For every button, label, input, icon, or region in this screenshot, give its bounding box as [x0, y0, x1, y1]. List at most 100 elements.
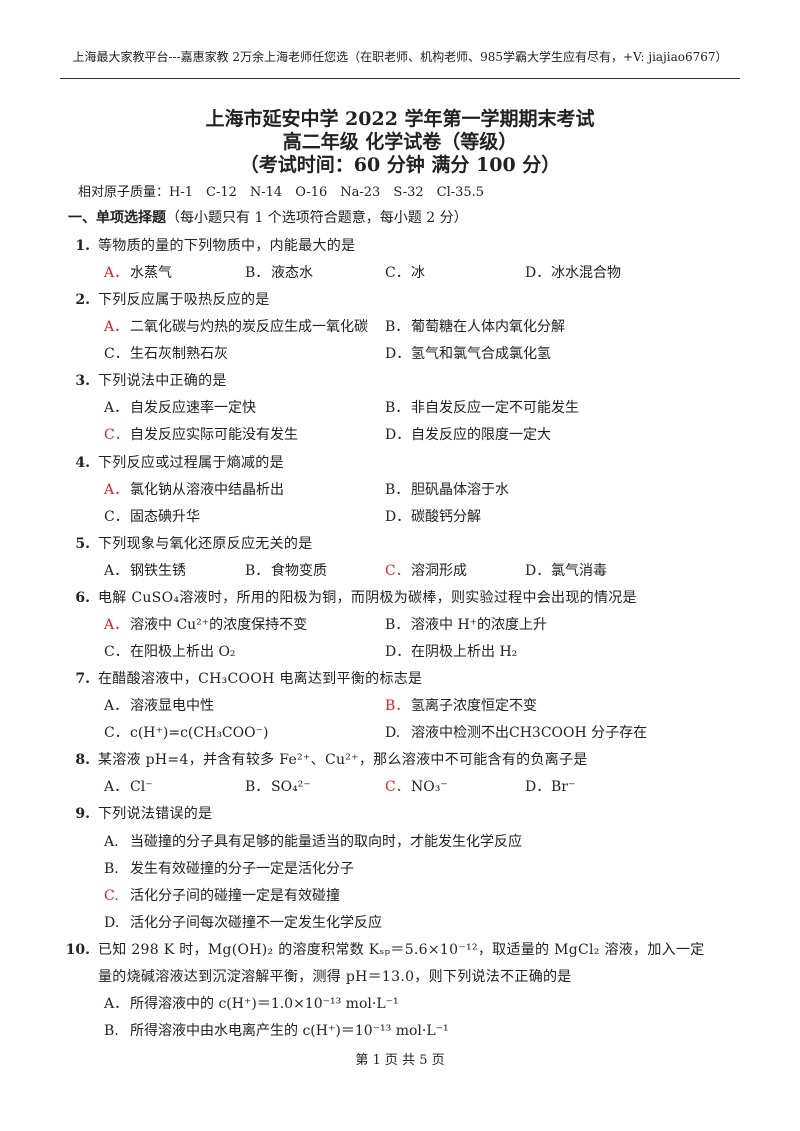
option-label: D．	[525, 779, 551, 796]
option-label: B．	[385, 319, 410, 336]
option-label: C．	[104, 427, 129, 444]
question-stem: 在醋酸溶液中，CH₃COOH 电离达到平衡的标志是	[98, 671, 423, 688]
option-label: B．	[385, 400, 410, 417]
section: 一、单项选择题（每小题只有 1 个选项符合题意，每小题 2 分）	[68, 207, 468, 227]
question-number: 2.	[75, 292, 90, 309]
option-label: D.	[385, 725, 401, 742]
option-text: 所得溶液中的 c(H⁺)＝1.0×10⁻¹³ mol·L⁻¹	[130, 995, 399, 1012]
option-text: c(H⁺)=c(CH₃COO⁻)	[130, 725, 269, 742]
question-stem: 某溶液 pH=4，并含有较多 Fe²⁺、Cu²⁺，那么溶液中不可能含有的负离子是	[98, 752, 588, 769]
option-label: C．	[385, 779, 410, 796]
question-stem: 下列说法错误的是	[98, 806, 213, 823]
option-label: B．	[385, 698, 410, 715]
question-stem: 电解 CuSO₄溶液时，所用的阳极为铜，而阴极为碳棒，则实验过程中会出现的情况是	[98, 589, 637, 606]
option-text: 自发反应速率一定快	[130, 400, 256, 417]
option-text: 当碰撞的分子具有足够的能量适当的取向时，才能发生化学反应	[130, 833, 522, 850]
question-number: 8.	[75, 752, 90, 769]
option-text: 氯气消毒	[551, 562, 607, 579]
option-label: D.	[104, 914, 120, 931]
option-text: 液态水	[271, 265, 313, 282]
option-label: B.	[104, 860, 119, 877]
option-label: A．	[104, 319, 129, 336]
section-heading: 一、单项选择题	[68, 210, 166, 226]
option-label: C．	[104, 725, 129, 742]
option-text: 溶液中 Cu²⁺的浓度保持不变	[130, 616, 308, 633]
option-text: SO₄²⁻	[271, 779, 311, 796]
question-number: 1.	[75, 238, 90, 254]
option-text: 钢铁生锈	[130, 562, 186, 579]
option-text: 冰水混合物	[551, 265, 621, 282]
question-number: 7.	[75, 671, 90, 688]
section-note: （每小题只有 1 个选项符合题意，每小题 2 分）	[166, 210, 468, 226]
option-text: 胆矾晶体溶于水	[411, 481, 509, 498]
option-label: C.	[104, 887, 119, 904]
question-number: 6.	[75, 589, 90, 606]
option-text: 水蒸气	[130, 265, 172, 282]
option-text: 食物变质	[271, 562, 327, 579]
option-text: 自发反应的限度一定大	[411, 427, 551, 444]
option-text: 自发反应实际可能没有发生	[130, 427, 298, 444]
option-text: 氢离子浓度恒定不变	[411, 698, 537, 715]
option-text: Cl⁻	[130, 779, 153, 796]
option-label: A．	[104, 265, 129, 282]
question-stem: 等物质的量的下列物质中，内能最大的是	[98, 238, 356, 254]
option-label: C．	[104, 508, 129, 525]
option-label: D．	[525, 265, 551, 282]
option-text: 发生有效碰撞的分子一定是活化分子	[130, 860, 354, 877]
option-text: 固态碘升华	[130, 508, 200, 525]
option-label: D．	[385, 427, 411, 444]
option-label: B．	[245, 265, 270, 282]
question-stem: 下列说法中正确的是	[98, 373, 227, 390]
option-text: 在阴极上析出 H₂	[411, 644, 518, 661]
title: 上海市延安中学 2022 学年第一学期期末考试	[205, 108, 595, 130]
option-label: A．	[104, 995, 129, 1012]
question-number: 10.	[65, 941, 90, 958]
option-text: 二氧化碳与灼热的炭反应生成一氧化碳	[130, 319, 368, 336]
option-text: 生石灰制熟石灰	[130, 346, 228, 363]
option-text: Br⁻	[551, 779, 576, 796]
option-label: C．	[104, 644, 129, 661]
option-text: 非自发反应一定不可能发生	[411, 400, 579, 417]
option-label: A．	[104, 562, 129, 579]
option-label: B.	[104, 1023, 119, 1040]
title: （考试时间：60 分钟 满分 100 分）	[239, 154, 561, 176]
question-stem: 下列反应属于吸热反应的是	[98, 292, 270, 309]
option-label: B．	[385, 481, 410, 498]
option-text: 所得溶液中由水电离产生的 c(H⁺)＝10⁻¹³ mol·L⁻¹	[130, 1023, 449, 1040]
option-label: D．	[385, 644, 411, 661]
question-number: 4.	[75, 454, 90, 471]
question-stem: 下列反应或过程属于熵减的是	[98, 454, 284, 471]
page-footer: 第 1 页 共 5 页	[355, 1053, 445, 1068]
option-text: 溶液中 H⁺的浓度上升	[411, 616, 548, 633]
question-number: 3.	[75, 373, 90, 390]
option-label: C．	[104, 346, 129, 363]
option-text: 葡萄糖在人体内氧化分解	[411, 319, 565, 336]
option-text: 冰	[411, 265, 425, 282]
option-label: B．	[385, 616, 410, 633]
option-label: D．	[385, 508, 411, 525]
option-label: A.	[104, 833, 119, 850]
header-note: 上海最大家教平台---嘉惠家教 2万余上海老师任您选（在职老师、机构老师、985…	[72, 50, 728, 64]
option-label: C．	[385, 265, 410, 282]
option-label: A．	[104, 481, 129, 498]
option-text: 溶液中检测不出CH3COOH 分子存在	[411, 725, 648, 742]
option-text: 活化分子间每次碰撞不一定发生化学反应	[130, 914, 382, 931]
question-number: 5.	[75, 535, 90, 552]
option-label: D．	[385, 346, 411, 363]
option-text: 氯化钠从溶液中结晶析出	[130, 481, 284, 498]
question-stem: 下列现象与氧化还原反应无关的是	[98, 535, 313, 552]
option-text: 活化分子间的碰撞一定是有效碰撞	[130, 887, 340, 904]
option-label: D．	[525, 562, 551, 579]
title: 高二年级 化学试卷（等级）	[282, 131, 518, 153]
option-text: 碳酸钙分解	[411, 508, 481, 525]
option-text: NO₃⁻	[411, 779, 448, 796]
header-rule	[60, 78, 740, 79]
option-text: 氢气和氯气合成氯化氢	[411, 346, 551, 363]
option-label: A．	[104, 616, 129, 633]
option-text: 溶液显电中性	[130, 698, 214, 715]
option-label: B．	[245, 779, 270, 796]
option-text: 溶洞形成	[411, 562, 467, 579]
option-label: C．	[385, 562, 410, 579]
option-label: B．	[245, 562, 270, 579]
